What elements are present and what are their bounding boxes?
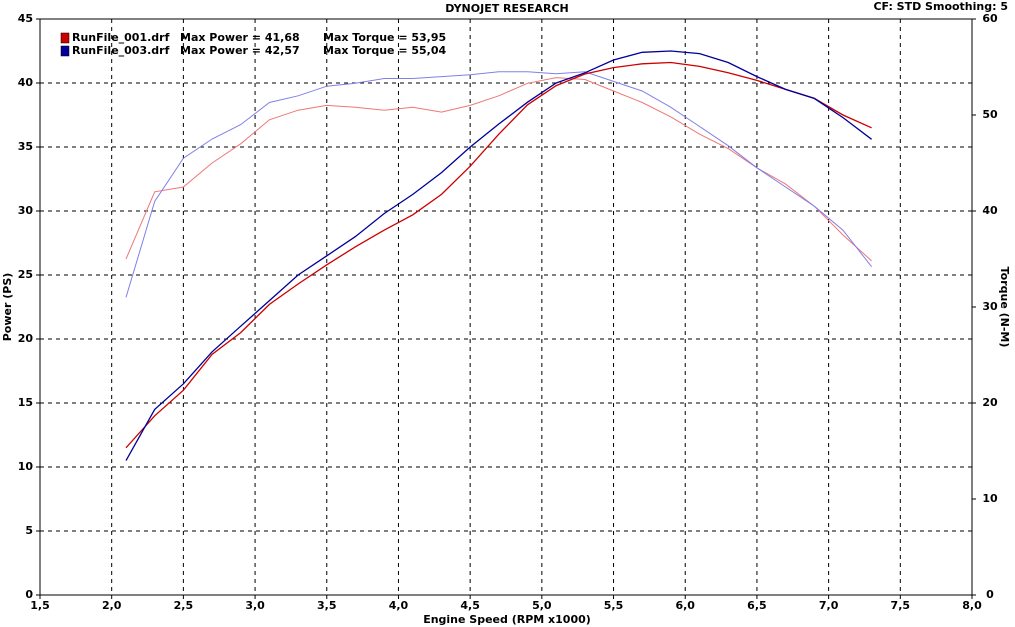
- x-tick-label: 1,5: [30, 599, 50, 612]
- x-tick-label: 4,5: [460, 599, 480, 612]
- y-tick-label: 5: [25, 524, 33, 537]
- x-tick-label: 6,5: [747, 599, 767, 612]
- x-tick-label: 7,0: [819, 599, 839, 612]
- y2-tick-label: 30: [982, 300, 998, 313]
- legend-name: RunFile_003.drf: [72, 44, 170, 57]
- x-tick-label: 3,0: [245, 599, 265, 612]
- y-tick-label: 15: [18, 396, 33, 409]
- y2-tick-label: 10: [982, 492, 998, 505]
- y-tick-label: 40: [18, 76, 34, 89]
- chart-title: DYNOJET RESEARCH: [445, 2, 568, 15]
- y-tick-label: 10: [18, 460, 34, 473]
- legend-max-torque: Max Torque = 53,95: [323, 31, 446, 44]
- y2-tick-label: 0: [986, 588, 994, 601]
- x-tick-label: 2,5: [174, 599, 194, 612]
- y2-tick-label: 20: [982, 396, 998, 409]
- plot-area: [39, 18, 973, 596]
- torque-line: [125, 71, 872, 298]
- legend-swatch: [60, 45, 70, 57]
- x-tick-label: 3,5: [317, 599, 337, 612]
- x-tick-label: 8,0: [962, 599, 982, 612]
- x-tick-label: 5,5: [604, 599, 624, 612]
- y-tick-label: 25: [18, 268, 33, 281]
- power-line: [125, 61, 872, 449]
- y-tick-label: 20: [18, 332, 34, 345]
- torque-line: [125, 77, 872, 262]
- y2-tick-label: 50: [982, 108, 998, 121]
- y-tick-label: 0: [25, 588, 33, 601]
- x-tick-label: 6,0: [675, 599, 695, 612]
- legend-name: RunFile_001.drf: [72, 31, 170, 44]
- y-tick-label: 30: [18, 204, 34, 217]
- legend-max-power: Max Power = 41,68: [180, 31, 300, 44]
- settings-text: CF: STD Smoothing: 5: [873, 0, 1008, 13]
- y-tick-label: 35: [18, 140, 33, 153]
- x-tick-label: 4,0: [389, 599, 409, 612]
- y-tick-label: 45: [18, 12, 33, 25]
- legend-max-power: Max Power = 42,57: [180, 44, 300, 57]
- y-axis-title: Power (PS): [1, 273, 14, 342]
- x-axis-title: Engine Speed (RPM x1000): [423, 613, 591, 626]
- x-tick-label: 7,5: [891, 599, 911, 612]
- legend-swatch: [60, 32, 70, 44]
- legend-max-torque: Max Torque = 55,04: [323, 44, 447, 57]
- power-line: [125, 50, 872, 461]
- x-tick-label: 2,0: [102, 599, 122, 612]
- y2-axis-title: Torque (N-M): [998, 267, 1011, 348]
- y2-tick-label: 40: [982, 204, 998, 217]
- y2-tick-label: 60: [982, 12, 998, 25]
- x-tick-label: 5,0: [532, 599, 552, 612]
